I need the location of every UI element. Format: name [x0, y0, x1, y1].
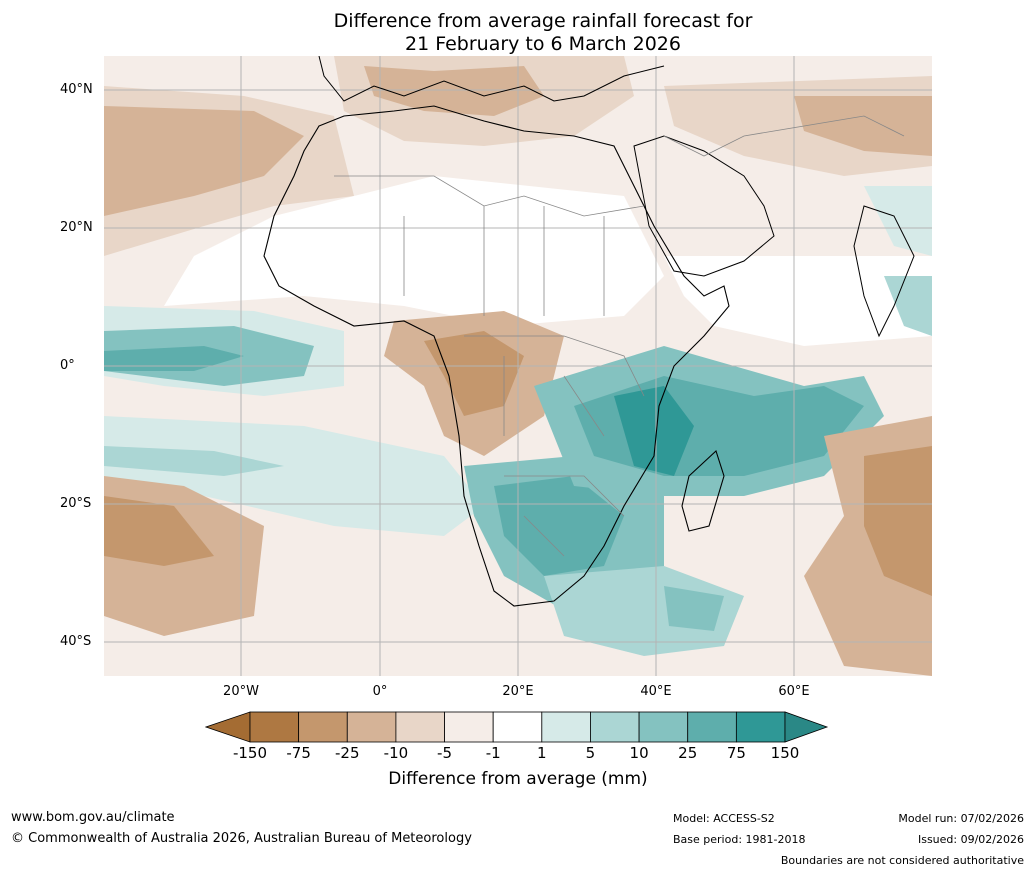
europe-coastline — [318, 56, 665, 102]
anomaly-region — [424, 331, 524, 416]
anomaly-region — [794, 96, 932, 156]
legend-tick: 1 — [537, 744, 547, 762]
legend-tick: -1 — [485, 744, 501, 762]
lon-label-60e: 60°E — [778, 684, 810, 699]
anomaly-region — [104, 496, 214, 566]
legend-label: Difference from average (mm) — [388, 769, 648, 789]
legend-tick: -150 — [232, 744, 268, 762]
map-title-line-1: Difference from average rainfall forecas… — [333, 10, 753, 32]
anomaly-region — [494, 476, 624, 576]
anomaly-region — [664, 586, 724, 631]
anomaly-region — [104, 446, 284, 476]
legend-tick: 150 — [770, 744, 800, 762]
anomaly-region — [364, 66, 544, 116]
lat-label-0: 0° — [60, 358, 75, 373]
anomaly-region — [884, 276, 932, 336]
legend-swatch — [298, 711, 348, 743]
india-coastline — [853, 205, 915, 338]
madagascar-coastline — [681, 450, 725, 532]
footer-issued: Issued: 09/02/2026 — [917, 833, 1024, 846]
anomaly-region — [864, 446, 932, 596]
legend-swatch — [687, 711, 737, 743]
legend-swatch — [541, 711, 591, 743]
legend-tick: 5 — [585, 744, 596, 762]
lat-label-40n: 40°N — [60, 82, 93, 97]
legend-tick: -5 — [437, 744, 453, 762]
africa-coastline — [263, 105, 730, 607]
legend-swatch — [444, 711, 494, 743]
legend-tick: -75 — [286, 744, 311, 762]
anomaly-region — [104, 416, 484, 536]
arabia-coastline — [633, 135, 775, 277]
lat-label-40s: 40°S — [60, 634, 92, 649]
anomaly-region — [104, 346, 244, 371]
footer-model-run: Model run: 07/02/2026 — [898, 812, 1024, 825]
legend-swatch-extend-high — [784, 711, 829, 743]
legend-swatch — [590, 711, 640, 743]
footer-url[interactable]: www.bom.gov.au/climate — [11, 810, 175, 825]
lon-label-40e: 40°E — [640, 684, 672, 699]
lon-label-0: 0° — [372, 684, 388, 699]
legend-tick: -25 — [335, 744, 360, 762]
lat-label-20s: 20°S — [60, 496, 92, 511]
rainfall-anomaly-map — [104, 56, 932, 676]
legend-swatch — [395, 711, 445, 743]
footer-model: Model: ACCESS-S2 — [673, 812, 775, 825]
map-canvas — [104, 56, 932, 676]
legend-swatch — [249, 711, 300, 743]
lon-label-20e: 20°E — [502, 684, 534, 699]
legend-colorbar — [205, 711, 829, 743]
legend-tick: 75 — [726, 744, 746, 762]
legend-swatch — [638, 711, 689, 743]
anomaly-region — [164, 176, 664, 326]
legend-tick: 25 — [678, 744, 698, 762]
legend-swatch — [492, 711, 543, 743]
legend-tick: 10 — [629, 744, 649, 762]
footer-copyright: © Commonwealth of Australia 2026, Austra… — [11, 831, 472, 846]
footer-disclaimer: Boundaries are not considered authoritat… — [780, 854, 1024, 867]
legend-tick: -10 — [383, 744, 409, 762]
anomaly-region — [544, 566, 744, 656]
anomaly-region — [104, 106, 304, 216]
anomaly-region — [864, 186, 932, 256]
legend-swatch — [735, 711, 786, 743]
footer-base-period: Base period: 1981-2018 — [673, 833, 806, 846]
map-title-line-2: 21 February to 6 March 2026 — [404, 33, 681, 55]
lon-label-20w: 20°W — [223, 684, 259, 699]
legend-swatch-extend-low — [205, 711, 251, 743]
legend-swatch — [346, 711, 397, 743]
anomaly-region — [614, 386, 694, 476]
lat-label-20n: 20°N — [60, 220, 93, 235]
anomaly-region — [664, 256, 932, 346]
